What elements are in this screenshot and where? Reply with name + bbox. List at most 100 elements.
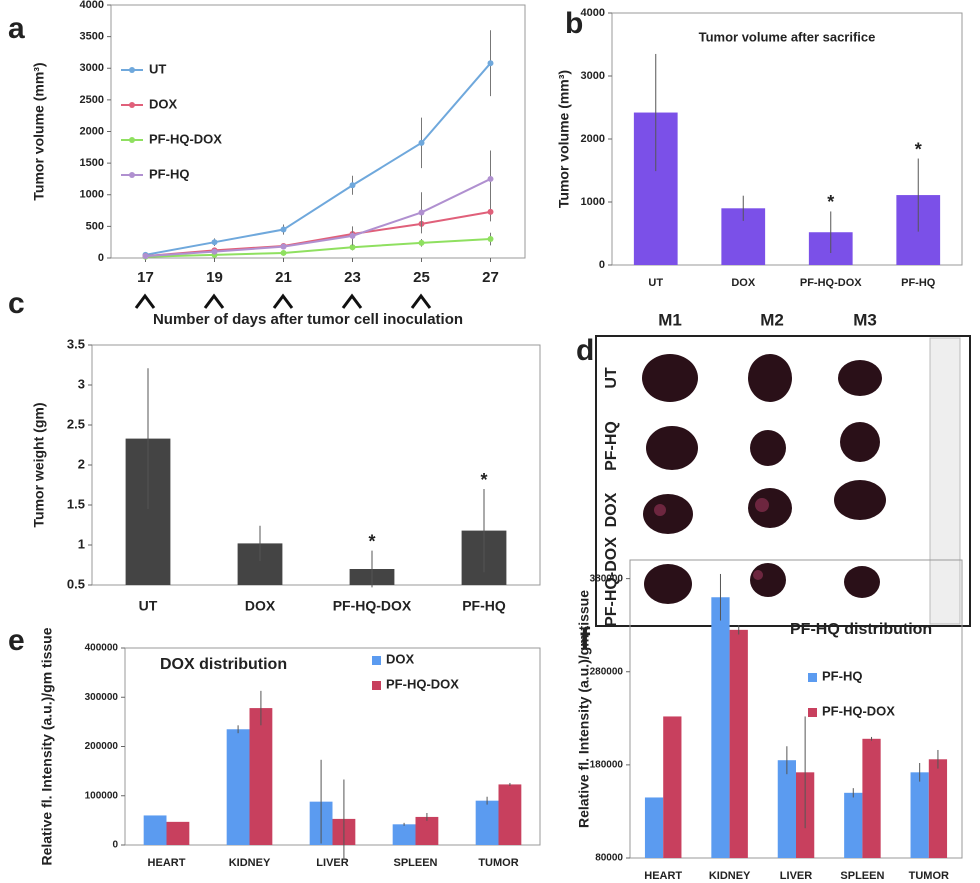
- x-tick-label: PF-HQ: [462, 598, 506, 614]
- photo-panel: [595, 335, 971, 627]
- x-tick-label: UT: [139, 598, 158, 614]
- x-tick-label: 23: [344, 269, 361, 286]
- legend-swatch: [372, 656, 381, 665]
- data-point: [211, 239, 218, 246]
- column-label: M3: [853, 310, 877, 329]
- data-point: [487, 208, 494, 215]
- row-label: DOX: [603, 492, 620, 527]
- data-point: [280, 249, 287, 256]
- y-tick-label: 4000: [581, 7, 605, 19]
- x-tick-label: HEART: [644, 870, 682, 882]
- data-point: [142, 253, 149, 260]
- y-tick-label: 2500: [80, 94, 104, 106]
- bar: [392, 824, 416, 845]
- y-tick-label: 0: [599, 259, 605, 271]
- y-tick-label: 80000: [595, 853, 623, 864]
- y-axis-label: Tumor volume (mm³): [556, 70, 572, 208]
- x-tick-label: UT: [648, 277, 663, 289]
- panel-letter: a: [8, 12, 25, 45]
- bar: [644, 797, 664, 858]
- x-tick-label: KIDNEY: [229, 857, 271, 869]
- y-tick-label: 4000: [80, 0, 104, 11]
- series-line: [145, 238, 491, 258]
- bar: [249, 708, 273, 845]
- y-tick-label: 3: [78, 376, 85, 391]
- y-tick-label: 2000: [581, 133, 605, 145]
- bar: [166, 821, 190, 845]
- x-tick-label: LIVER: [316, 857, 348, 869]
- legend-label: DOX: [386, 651, 415, 666]
- legend-marker: [129, 172, 135, 178]
- data-point: [280, 243, 287, 250]
- data-point: [418, 209, 425, 216]
- data-point: [349, 244, 356, 251]
- y-tick-label: 200000: [85, 741, 119, 752]
- y-tick-label: 3000: [581, 70, 605, 82]
- injection-arrows: [134, 293, 432, 309]
- bar: [729, 629, 748, 858]
- y-tick-label: 2.5: [67, 416, 85, 431]
- y-axis-label: Relative fl. Intensity (a.u.)/gm tissue: [39, 627, 55, 865]
- data-point: [418, 239, 425, 246]
- y-axis-label: Tumor volume (mm³): [31, 62, 47, 200]
- x-tick-label: PF-HQ-DOX: [800, 277, 862, 289]
- bar: [415, 816, 439, 845]
- x-tick-label: SPLEEN: [840, 870, 884, 882]
- y-tick-label: 1: [78, 536, 85, 551]
- data-point: [349, 232, 356, 239]
- y-axis-label: Relative fl. Intensity (a.u.)/gm tissue: [576, 590, 592, 828]
- legend-marker: [129, 102, 135, 108]
- data-point: [487, 60, 494, 67]
- x-axis-label: Number of days after tumor cell inoculat…: [153, 311, 463, 328]
- panel-letter: f: [580, 622, 591, 655]
- legend-label: PF-HQ: [822, 668, 862, 683]
- x-tick-label: DOX: [245, 598, 276, 614]
- series-line: [145, 210, 491, 258]
- bar: [910, 772, 929, 858]
- legend-marker: [129, 67, 135, 73]
- y-tick-label: 0.5: [67, 576, 85, 591]
- y-tick-label: 3.5: [67, 336, 85, 351]
- x-tick-label: TUMOR: [478, 857, 518, 869]
- x-tick-label: 19: [206, 269, 223, 286]
- bar: [143, 815, 167, 845]
- panel-letter: b: [565, 7, 583, 40]
- x-tick-label: DOX: [731, 277, 756, 289]
- y-tick-label: 1.5: [67, 496, 85, 511]
- x-tick-label: 17: [137, 269, 154, 286]
- y-axis-label: Tumor weight (gm): [31, 403, 47, 528]
- chart-title: DOX distribution: [160, 656, 287, 673]
- data-point: [418, 139, 425, 146]
- y-tick-label: 500: [86, 220, 104, 232]
- legend-label: PF-HQ: [149, 166, 189, 181]
- significance-mark: *: [915, 139, 922, 159]
- bar: [844, 792, 863, 858]
- significance-mark: *: [368, 531, 375, 551]
- significance-mark: *: [480, 470, 487, 490]
- y-tick-label: 2: [78, 456, 85, 471]
- row-label: UT: [603, 367, 620, 389]
- y-tick-label: 280000: [590, 666, 624, 677]
- bar: [711, 597, 730, 858]
- column-label: M2: [760, 310, 784, 329]
- y-tick-label: 1000: [80, 189, 104, 201]
- y-tick-label: 3500: [80, 31, 104, 43]
- x-tick-label: SPLEEN: [393, 857, 437, 869]
- tumor-images: [642, 354, 886, 604]
- x-tick-label: PF-HQ: [901, 277, 936, 289]
- bar: [777, 760, 796, 858]
- legend-marker: [129, 137, 135, 143]
- legend-label: PF-HQ-DOX: [149, 131, 222, 146]
- data-point: [211, 248, 218, 255]
- series-line: [145, 178, 491, 258]
- x-tick-label: HEART: [148, 857, 186, 869]
- legend-swatch: [372, 681, 381, 690]
- y-tick-label: 400000: [85, 643, 119, 654]
- panel-letter: c: [8, 287, 25, 320]
- legend-swatch: [808, 708, 817, 717]
- chart-title: PF-HQ distribution: [790, 621, 932, 638]
- y-tick-label: 180000: [590, 760, 624, 771]
- x-tick-label: LIVER: [780, 870, 812, 882]
- legend-label: DOX: [149, 96, 178, 111]
